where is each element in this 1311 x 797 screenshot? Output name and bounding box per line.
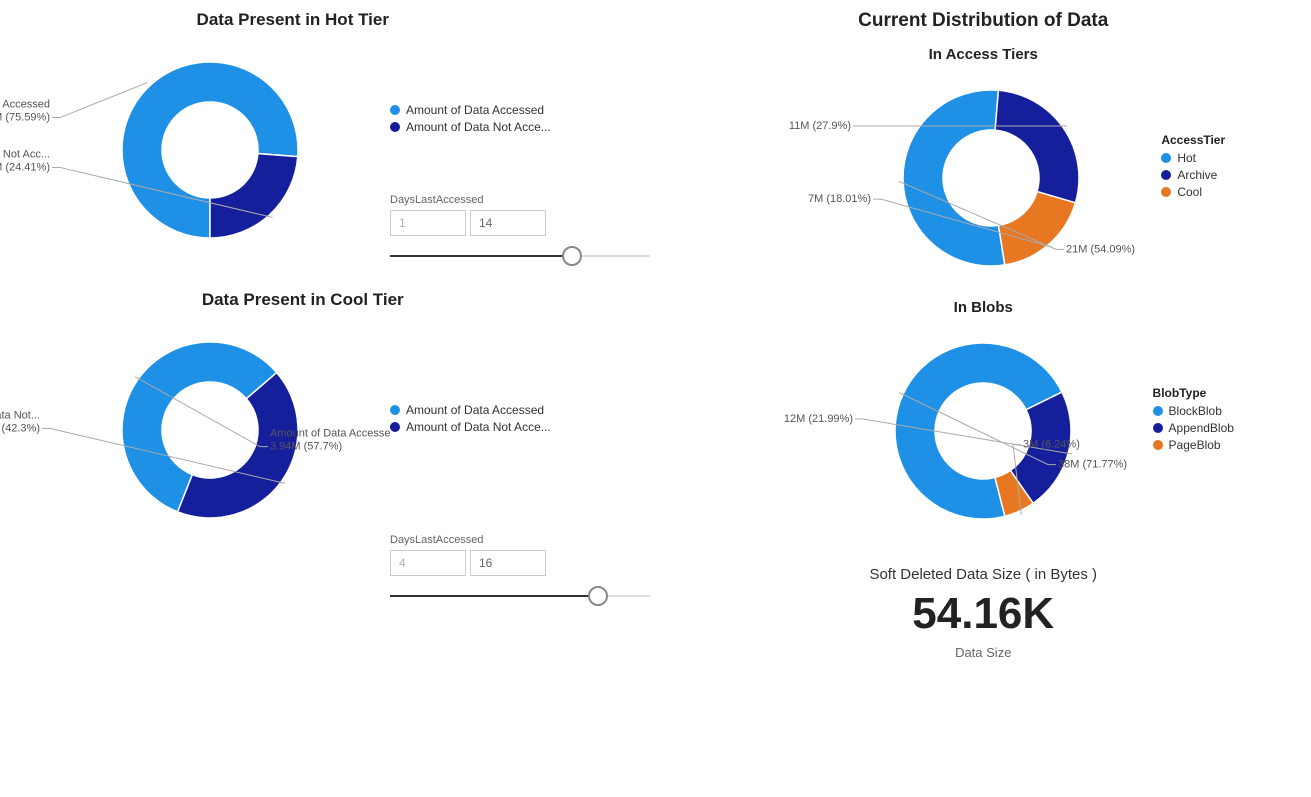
cool-tier-donut: Amount of Data Not...2.89M (42.3%) Amount… — [0, 310, 390, 550]
blobs-panel: In Blobs 38M (71.77%) 12M (21.99%) 3M (6.2… — [656, 299, 1311, 546]
blobs-legend-title: BlobType — [1153, 386, 1234, 400]
legend-label: Amount of Data Accessed — [406, 103, 544, 117]
callout-text: Amount of Data Not... — [0, 409, 40, 421]
right-column: Current Distribution of Data In Access T… — [656, 0, 1311, 797]
legend-swatch — [1161, 153, 1171, 163]
access-tiers-legend-title: AccessTier — [1161, 133, 1225, 147]
callout-text: 2.89M (42.3%) — [0, 422, 40, 434]
hot-slider-max-input[interactable] — [470, 210, 546, 236]
legend-swatch — [390, 405, 400, 415]
blobs-legend-block: BlobType BlockBlob AppendBlob PageBlob — [1153, 316, 1234, 455]
cool-slider-max-input[interactable] — [470, 550, 546, 576]
access-tiers-legend-block: AccessTier Hot Archive Cool — [1161, 63, 1225, 202]
legend-swatch — [390, 422, 400, 432]
legend-item[interactable]: BlockBlob — [1153, 404, 1234, 418]
access-tiers-title: In Access Tiers — [656, 46, 1311, 63]
cool-slider-label: DaysLastAccessed — [390, 534, 650, 546]
callout-text: 3M (6.24%) — [1023, 439, 1080, 451]
legend-label: Hot — [1177, 151, 1196, 165]
hot-slider-fill — [390, 255, 572, 257]
hot-slider-inputs — [390, 210, 650, 236]
legend-label: Cool — [1177, 185, 1202, 199]
legend-item[interactable]: PageBlob — [1153, 438, 1234, 452]
callout-text: 11M (27.9%) — [789, 120, 851, 132]
callout-text: Amount of Data Accessed — [0, 99, 50, 111]
callout-text: 7M (18.01%) — [808, 193, 871, 205]
legend-swatch — [1153, 423, 1163, 433]
legend-label: AppendBlob — [1169, 421, 1234, 435]
cool-slider-fill — [390, 595, 598, 597]
legend-swatch — [390, 105, 400, 115]
cool-tier-side: Amount of Data Accessed Amount of Data No… — [390, 310, 650, 608]
legend-item[interactable]: AppendBlob — [1153, 421, 1234, 435]
callout-text: 5M (24.41%) — [0, 161, 50, 173]
legend-item[interactable]: Amount of Data Not Acce... — [390, 420, 650, 434]
legend-swatch — [390, 122, 400, 132]
legend-swatch — [1153, 440, 1163, 450]
legend-label: Amount of Data Not Acce... — [406, 420, 551, 434]
cool-slider-min-input[interactable] — [390, 550, 466, 576]
legend-label: BlockBlob — [1169, 404, 1222, 418]
legend-label: Amount of Data Accessed — [406, 403, 544, 417]
dashboard: Data Present in Hot Tier Amount of Data … — [0, 0, 1311, 797]
callout-text: 12M (21.99%) — [783, 413, 852, 425]
access-tiers-row: 21M (54.09%) 11M (27.9%) 7M (18.01%) Acces… — [656, 63, 1311, 293]
cool-tier-panel: Data Present in Cool Tier Amount of Data… — [0, 290, 656, 608]
hot-slider-handle[interactable] — [562, 246, 582, 266]
left-column: Data Present in Hot Tier Amount of Data … — [0, 0, 656, 797]
callout-text: 21M (54.09%) — [1066, 243, 1135, 255]
blobs-row: 38M (71.77%) 12M (21.99%) 3M (6.24%) BlobT… — [656, 316, 1311, 546]
hot-tier-donut: Amount of Data Not Acc...5M (24.41%) Amou… — [0, 30, 390, 270]
metric-title: Soft Deleted Data Size ( in Bytes ) — [656, 566, 1311, 583]
soft-deleted-metric: Soft Deleted Data Size ( in Bytes ) 54.1… — [656, 566, 1311, 660]
legend-swatch — [1161, 187, 1171, 197]
donut-slice-archive[interactable] — [995, 90, 1079, 203]
cool-slider-track[interactable] — [390, 584, 650, 608]
legend-item[interactable]: Cool — [1161, 185, 1225, 199]
cool-slider-handle[interactable] — [588, 586, 608, 606]
callout-text: 16M (75.59%) — [0, 112, 50, 124]
donut-slice-not_accessed[interactable] — [210, 154, 298, 238]
hot-tier-row: Amount of Data Not Acc...5M (24.41%) Amou… — [0, 30, 656, 270]
blobs-legend: BlockBlob AppendBlob PageBlob — [1153, 404, 1234, 452]
cool-tier-slider-block: DaysLastAccessed — [390, 534, 650, 608]
donut-slice-hot[interactable] — [903, 90, 1005, 266]
legend-swatch — [1153, 406, 1163, 416]
cool-tier-title: Data Present in Cool Tier — [0, 290, 656, 310]
cool-tier-row: Amount of Data Not...2.89M (42.3%) Amount… — [0, 310, 656, 608]
callout-text: 3.94M (57.7%) — [270, 441, 342, 453]
legend-item[interactable]: Amount of Data Not Acce... — [390, 120, 650, 134]
metric-value: 54.16K — [656, 589, 1311, 639]
blobs-title: In Blobs — [656, 299, 1311, 316]
legend-label: Archive — [1177, 168, 1217, 182]
access-tiers-donut: 21M (54.09%) 11M (27.9%) 7M (18.01%) — [741, 63, 1161, 293]
legend-label: Amount of Data Not Acce... — [406, 120, 551, 134]
legend-item[interactable]: Amount of Data Accessed — [390, 103, 650, 117]
legend-label: PageBlob — [1169, 438, 1221, 452]
hot-tier-side: Amount of Data Accessed Amount of Data No… — [390, 30, 650, 268]
legend-item[interactable]: Archive — [1161, 168, 1225, 182]
blobs-donut: 38M (71.77%) 12M (21.99%) 3M (6.24%) — [733, 316, 1153, 546]
cool-slider-inputs — [390, 550, 650, 576]
callout-text: Amount of Data Not Acc... — [0, 148, 50, 160]
callout-text: 38M (71.77%) — [1058, 459, 1127, 471]
hot-tier-title: Data Present in Hot Tier — [0, 10, 656, 30]
hot-tier-legend: Amount of Data Accessed Amount of Data No… — [390, 103, 650, 134]
cool-tier-legend: Amount of Data Accessed Amount of Data No… — [390, 403, 650, 434]
access-tiers-legend: Hot Archive Cool — [1161, 151, 1225, 199]
distribution-main-title: Current Distribution of Data — [656, 10, 1311, 32]
hot-slider-track[interactable] — [390, 244, 650, 268]
hot-tier-panel: Data Present in Hot Tier Amount of Data … — [0, 10, 656, 270]
metric-sub: Data Size — [656, 645, 1311, 660]
donut-slice-cool[interactable] — [999, 192, 1076, 265]
hot-tier-slider-block: DaysLastAccessed — [390, 194, 650, 268]
legend-item[interactable]: Amount of Data Accessed — [390, 403, 650, 417]
callout-text: Amount of Data Accessed — [270, 428, 390, 440]
hot-slider-label: DaysLastAccessed — [390, 194, 650, 206]
hot-slider-min-input[interactable] — [390, 210, 466, 236]
legend-item[interactable]: Hot — [1161, 151, 1225, 165]
legend-swatch — [1161, 170, 1171, 180]
access-tiers-panel: In Access Tiers 21M (54.09%) 11M (27.9%) 7… — [656, 46, 1311, 293]
